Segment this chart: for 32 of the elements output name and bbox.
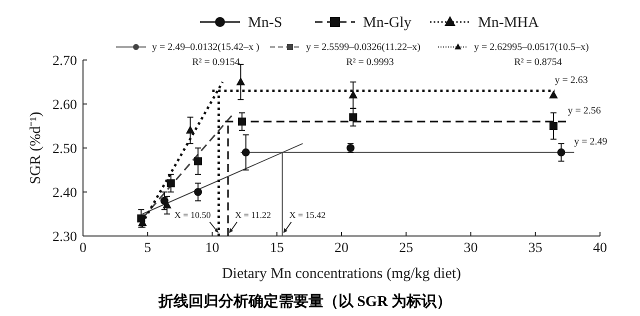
annotation: y = 2.63 [554, 74, 588, 86]
x-tick-label: 0 [80, 241, 86, 256]
legend-label: y = 2.5599–0.0326(11.22–x) [306, 42, 420, 53]
annotation: y = 2.49 [574, 136, 608, 148]
annotation: X = 15.42 [289, 210, 326, 220]
x-axis-title: Dietary Mn concentrations (mg/kg diet) [222, 266, 462, 282]
y-axis-title: SGR (%d⁻¹) [28, 112, 44, 184]
legend-label: Mn-S [248, 15, 282, 31]
text: 折线回归分析确定需要量（以 SGR 为标识） [157, 292, 452, 310]
x-tick-label: 30 [464, 241, 478, 256]
legend-label: Mn-MHA [478, 15, 539, 31]
x-tick-label: 10 [205, 241, 220, 256]
annotation: X = 11.22 [235, 210, 272, 220]
annotation: y = 2.56 [568, 106, 601, 117]
annotation: R² = 0.8754 [514, 57, 562, 68]
x-tick-label: 40 [593, 241, 607, 256]
x-tick-label: 15 [270, 241, 284, 256]
x-tick-label: 5 [144, 241, 152, 256]
annotation: R² = 0.9154 [192, 57, 240, 68]
x-tick-label: 35 [528, 241, 542, 256]
y-tick-label: 2.70 [52, 54, 77, 69]
legend-label: Mn-Gly [363, 15, 412, 31]
legend-label: y = 2.49–0.0132(15.42–x ) [152, 42, 260, 53]
y-tick-label: 2.40 [52, 186, 77, 201]
legend-label: y = 2.62995–0.0517(10.5–x) [474, 42, 589, 53]
y-tick-label: 2.50 [52, 142, 77, 157]
y-tick-label: 2.30 [52, 230, 77, 245]
x-tick-label: 20 [334, 241, 348, 256]
y-tick-label: 2.60 [52, 98, 77, 113]
annotation: X = 10.50 [174, 210, 212, 220]
x-tick-label: 25 [399, 241, 414, 256]
annotation: R² = 0.9993 [346, 57, 394, 68]
